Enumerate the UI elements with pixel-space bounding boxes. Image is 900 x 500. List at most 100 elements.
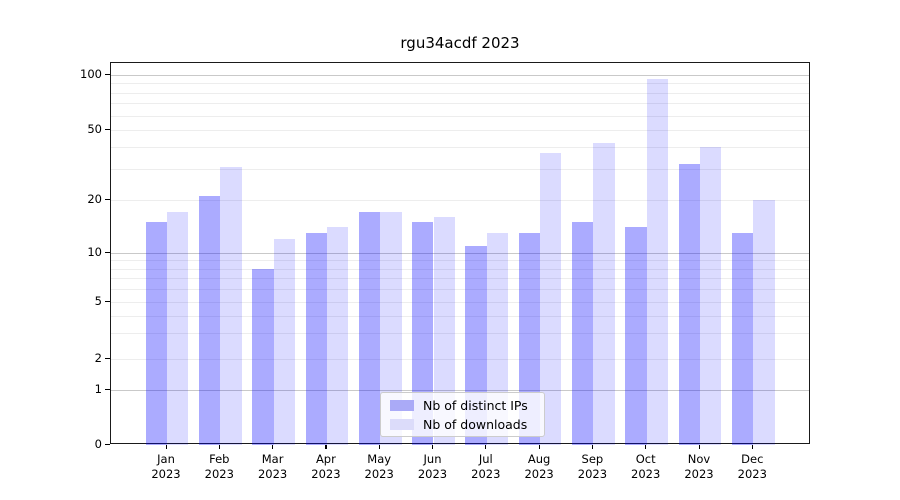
x-tick-month: Jul (478, 452, 493, 466)
x-axis-tick-label-jan: Jan 2023 (134, 452, 198, 482)
legend-label-distinct-ips: Nb of distinct IPs (423, 397, 528, 413)
x-tick-year: 2023 (631, 467, 661, 481)
x-tick-month: Mar (261, 452, 284, 466)
y-axis-tick-mark-0 (105, 444, 110, 446)
gridline-major-10 (111, 253, 809, 254)
x-tick-year: 2023 (684, 467, 714, 481)
bar-distinct-ips-nov-2023 (678, 164, 700, 445)
bar-downloads-apr-2023 (326, 227, 349, 445)
x-axis-tick-mark-jul (485, 445, 487, 449)
x-axis-tick-label-jul: Jul 2023 (454, 452, 518, 482)
x-axis-tick-mark-dec (751, 445, 753, 449)
x-axis-tick-label-mar: Mar 2023 (241, 452, 305, 482)
legend-swatch-downloads (390, 418, 414, 430)
x-axis-tick-mark-oct (645, 445, 647, 449)
x-tick-month: May (367, 452, 392, 466)
bar-downloads-feb-2023 (220, 166, 242, 445)
x-axis-tick-label-feb: Feb 2023 (187, 452, 251, 482)
y-axis-tick-label-2: 2 (94, 350, 102, 365)
x-tick-month: Aug (527, 452, 551, 466)
bar-downloads-dec-2023 (753, 200, 775, 445)
bar-downloads-jan-2023 (167, 212, 189, 445)
x-tick-year: 2023 (204, 467, 234, 481)
legend-item-distinct-ips: Nb of distinct IPs (390, 399, 535, 412)
gridline-minor-4 (111, 315, 809, 317)
x-tick-year: 2023 (257, 467, 288, 481)
bar-distinct-ips-dec-2023 (731, 232, 754, 445)
legend-item-downloads: Nb of downloads (390, 418, 535, 431)
x-axis-tick-mark-mar (272, 445, 274, 449)
bar-downloads-oct-2023 (646, 79, 669, 445)
gridline-minor-9 (111, 260, 809, 262)
gridline-minor-3 (111, 333, 809, 335)
y-axis-tick-mark-10 (105, 252, 110, 254)
x-axis-tick-mark-jun (432, 445, 434, 449)
y-axis-tick-label-0: 0 (94, 437, 102, 451)
x-axis-tick-label-apr: Apr 2023 (294, 452, 358, 482)
x-axis-tick-mark-feb (218, 445, 220, 449)
bar-distinct-ips-jun-2023 (412, 221, 434, 445)
y-axis-tick-mark-20 (105, 199, 110, 201)
bar-distinct-ips-mar-2023 (252, 268, 274, 445)
y-axis-tick-mark-5 (105, 301, 110, 303)
y-axis-tick-label-5: 5 (94, 294, 102, 308)
x-axis-tick-mark-sep (591, 445, 594, 449)
bar-distinct-ips-oct-2023 (625, 227, 647, 445)
y-axis-tick-mark-100 (105, 74, 110, 76)
bar-distinct-ips-aug-2023 (518, 232, 541, 445)
gridline-minor-90 (111, 83, 809, 85)
gridline-minor-6 (111, 289, 809, 291)
gridline-minor-50 (111, 130, 809, 131)
y-axis-tick-label-20: 20 (87, 192, 102, 206)
gridline-minor-5 (111, 302, 809, 303)
x-tick-month: Feb (209, 452, 230, 466)
y-axis-tick-mark-50 (105, 129, 110, 131)
x-axis-tick-mark-apr (325, 445, 327, 449)
legend-label-downloads: Nb of downloads (423, 416, 528, 432)
y-axis-tick-mark-2 (105, 357, 110, 359)
bar-distinct-ips-jan-2023 (145, 221, 167, 445)
x-tick-year: 2023 (311, 467, 341, 481)
x-tick-year: 2023 (524, 467, 554, 481)
x-axis-tick-label-jun: Jun 2023 (401, 452, 465, 482)
gridline-minor-70 (111, 103, 809, 105)
bar-downloads-jun-2023 (433, 217, 455, 445)
y-axis-tick-label-10: 10 (87, 245, 102, 259)
y-axis-tick-label-1: 1 (94, 382, 102, 396)
bar-downloads-mar-2023 (273, 239, 295, 445)
bar-distinct-ips-apr-2023 (305, 232, 327, 445)
gridline-major-1 (111, 390, 809, 391)
gridline-minor-8 (111, 268, 809, 270)
gridline-minor-30 (111, 169, 809, 171)
bar-downloads-may-2023 (380, 212, 402, 445)
x-axis-tick-label-oct: Oct 2023 (614, 452, 678, 482)
x-tick-year: 2023 (577, 467, 608, 481)
x-axis-tick-mark-jan (165, 445, 167, 449)
gridline-minor-40 (111, 147, 809, 149)
x-axis-tick-label-nov: Nov 2023 (667, 452, 731, 482)
x-tick-month: Apr (315, 452, 336, 466)
gridline-minor-2 (111, 358, 809, 360)
bar-downloads-nov-2023 (700, 147, 722, 445)
x-tick-year: 2023 (737, 467, 767, 481)
y-axis-tick-label-100: 100 (80, 67, 102, 81)
y-axis-tick-mark-1 (105, 389, 110, 391)
bar-distinct-ips-sep-2023 (572, 221, 594, 445)
bar-downloads-jul-2023 (486, 232, 509, 445)
bar-distinct-ips-feb-2023 (198, 196, 221, 445)
bar-distinct-ips-may-2023 (358, 212, 381, 445)
y-axis-tick-label-50: 50 (87, 122, 102, 136)
gridline-major-100 (111, 75, 809, 76)
x-axis-tick-mark-aug (538, 445, 540, 449)
x-tick-month: Nov (687, 452, 711, 466)
x-tick-month: Oct (635, 452, 656, 466)
plot-area (110, 62, 810, 445)
x-tick-year: 2023 (151, 467, 181, 481)
x-axis-tick-label-may: May 2023 (347, 452, 411, 482)
x-axis-tick-mark-nov (698, 445, 700, 449)
x-axis-tick-label-dec: Dec 2023 (720, 452, 784, 482)
x-axis-tick-label-sep: Sep 2023 (560, 452, 624, 482)
x-axis-tick-label-aug: Aug 2023 (507, 452, 571, 482)
x-tick-month: Sep (581, 452, 604, 466)
